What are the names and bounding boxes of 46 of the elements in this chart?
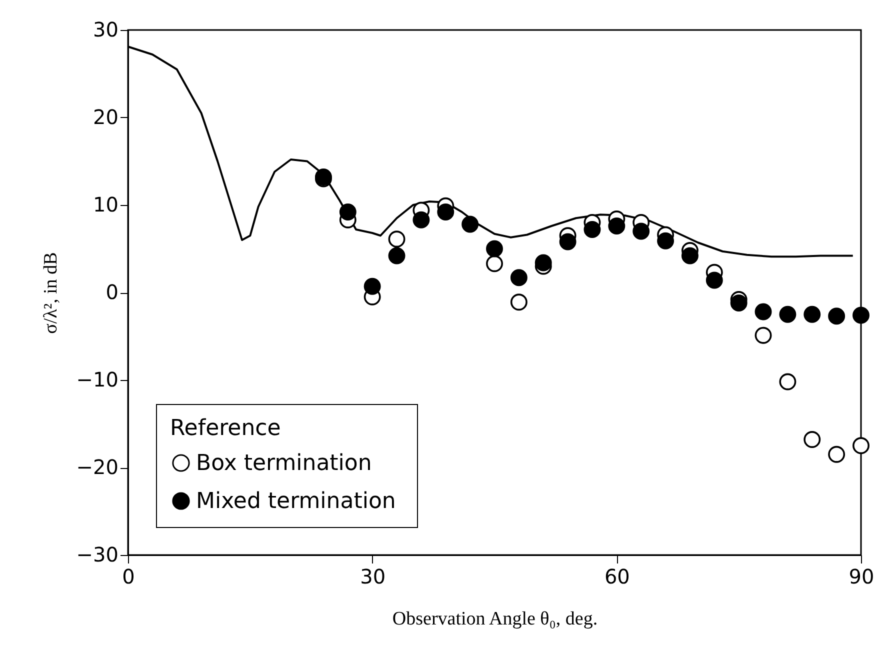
legend-title: Reference xyxy=(170,416,281,441)
point xyxy=(754,326,772,344)
point xyxy=(706,272,723,289)
point xyxy=(510,294,528,311)
y-tick-label: −10 xyxy=(76,368,118,392)
y-tick-label: 0 xyxy=(106,280,118,304)
point xyxy=(412,211,430,228)
point xyxy=(510,269,528,286)
point xyxy=(779,373,796,390)
point xyxy=(437,204,454,220)
y-axis-title: σ/λ², in dB xyxy=(40,252,62,334)
point xyxy=(681,247,698,264)
point xyxy=(828,446,846,463)
point xyxy=(779,306,796,323)
point xyxy=(730,294,748,312)
point xyxy=(852,306,870,324)
point xyxy=(632,222,650,240)
point xyxy=(657,232,674,250)
x-tick-label: 60 xyxy=(604,564,630,588)
point xyxy=(584,221,601,238)
x-tick-label: 0 xyxy=(122,564,135,588)
point xyxy=(852,437,870,454)
point xyxy=(559,233,576,250)
legend-label: Mixed termination xyxy=(196,489,396,514)
y-tick-label: 10 xyxy=(93,192,118,216)
point xyxy=(388,247,406,264)
point xyxy=(754,303,772,320)
point xyxy=(339,204,356,220)
x-tick-label: 30 xyxy=(360,564,386,588)
x-axis-title: Observation Angle θ₀, deg. xyxy=(392,608,598,630)
point xyxy=(462,216,479,233)
point xyxy=(804,306,821,323)
point xyxy=(364,278,381,295)
y-tick-label: −30 xyxy=(76,542,118,566)
point xyxy=(486,240,503,258)
point xyxy=(534,254,552,272)
point xyxy=(486,255,503,272)
y-tick-label: −20 xyxy=(76,455,118,479)
legend-label: Box termination xyxy=(196,451,372,476)
point xyxy=(828,308,846,325)
point xyxy=(804,431,821,448)
point xyxy=(388,230,406,248)
point xyxy=(608,218,626,234)
y-tick-label: 30 xyxy=(93,18,118,42)
x-tick-label: 90 xyxy=(848,564,874,588)
y-tick-label: 20 xyxy=(93,105,118,129)
